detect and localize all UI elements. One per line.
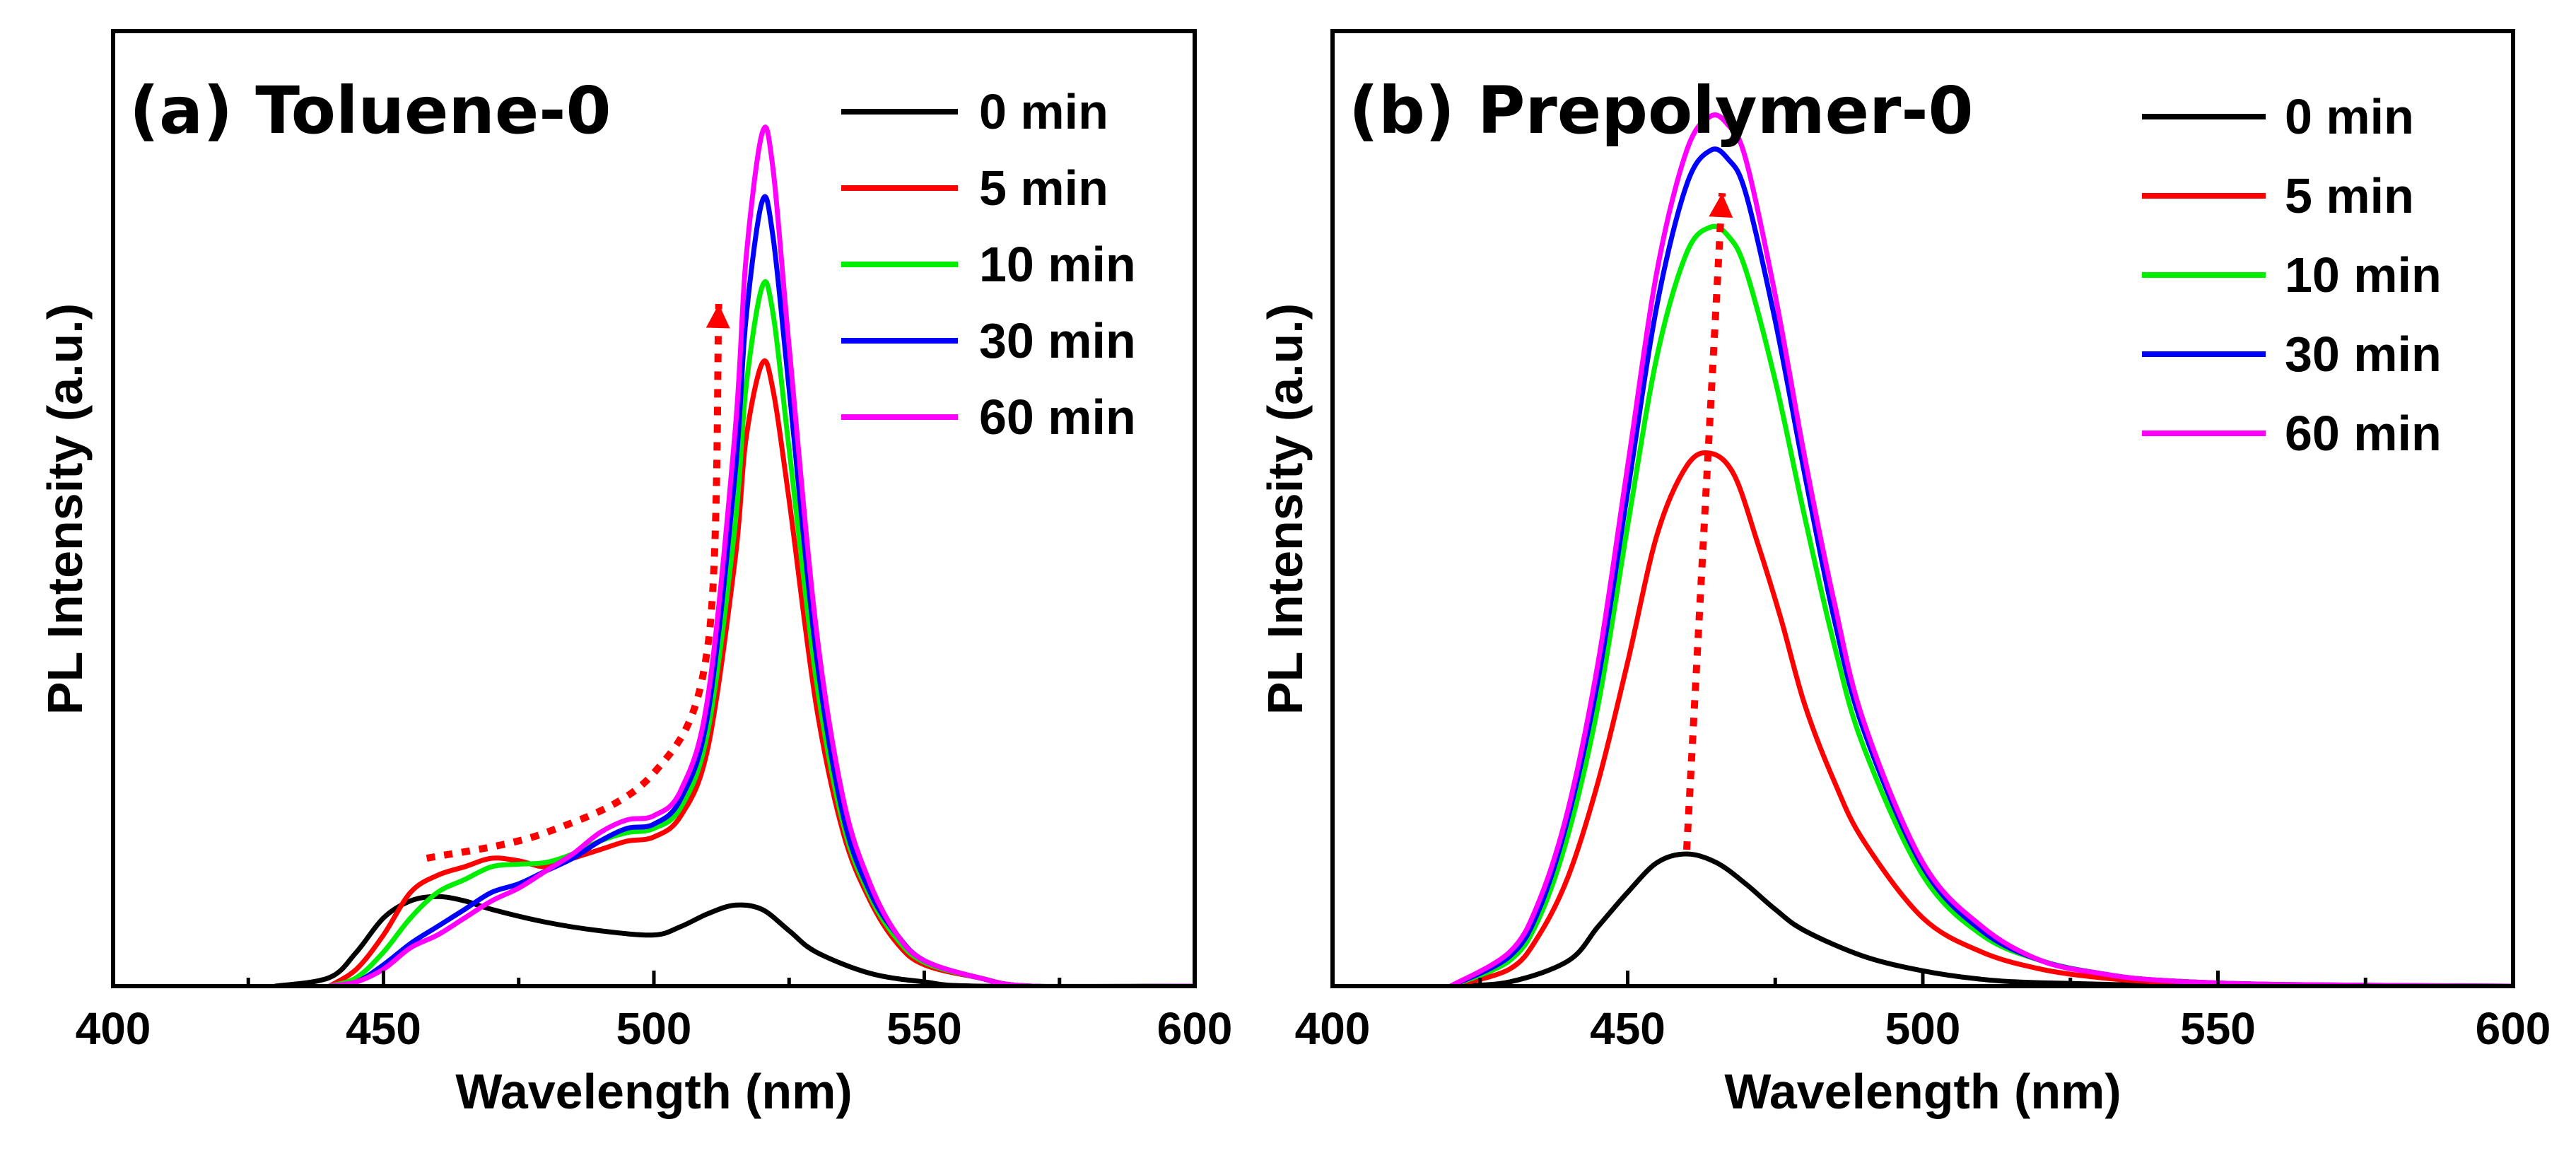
x-tick-label: 400 xyxy=(1295,1003,1371,1054)
x-tick-label: 500 xyxy=(1885,1003,1961,1054)
x-tick-label: 600 xyxy=(2476,1003,2551,1054)
series-line-a-2 xyxy=(327,279,1195,986)
x-tick-label: 450 xyxy=(346,1003,421,1054)
legend-a: 0 min 5 min 10 min 30 min 60 min xyxy=(841,84,1136,445)
x-tick-label: 400 xyxy=(76,1003,151,1054)
legend-label-b-1: 5 min xyxy=(2285,168,2414,223)
x-tick-label: 500 xyxy=(616,1003,692,1054)
series-line-b-1 xyxy=(1448,450,2513,986)
series-line-b-0 xyxy=(1448,851,2513,986)
annotation-group-b xyxy=(1683,192,1733,850)
x-ticks-a: 400 450 500 550 600 xyxy=(76,971,1233,1054)
panel-title-b: (b) Prepolymer-0 xyxy=(1349,73,1974,148)
annotation-arrow-head-b-0 xyxy=(1709,193,1733,218)
x-tick-label: 450 xyxy=(1590,1003,1665,1054)
legend-label-b-4: 60 min xyxy=(2285,406,2442,461)
annotation-arrow-line-b-0 xyxy=(1683,192,1726,850)
annotation-arrow-line-a-0 xyxy=(426,303,722,862)
x-tick-label: 550 xyxy=(886,1003,962,1054)
legend-label-a-2: 10 min xyxy=(979,237,1136,292)
x-ticks-b: 400 450 500 550 600 xyxy=(1295,971,2551,1054)
series-group-a xyxy=(273,124,1195,986)
legend-label-b-2: 10 min xyxy=(2285,247,2442,303)
series-group-b xyxy=(1448,112,2513,986)
y-axis-title-b: PL Intensity (a.u.) xyxy=(1258,303,1313,715)
series-line-a-4 xyxy=(327,124,1195,986)
x-axis-title-b: Wavelength (nm) xyxy=(1724,1064,2121,1119)
legend-label-b-3: 30 min xyxy=(2285,327,2442,382)
legend-label-a-3: 30 min xyxy=(979,313,1136,368)
panel-b: 400 450 500 550 600 (b) Prepolymer-0 Wavelen… xyxy=(1258,29,2551,1119)
x-axis-title-a: Wavelength (nm) xyxy=(455,1064,852,1119)
y-axis-title-a: PL Intensity (a.u.) xyxy=(37,303,93,715)
x-tick-label: 550 xyxy=(2180,1003,2256,1054)
legend-label-a-4: 60 min xyxy=(979,390,1136,445)
annotation-arrow-head-a-0 xyxy=(706,304,730,329)
series-line-a-1 xyxy=(327,358,1195,986)
panel-a: 400 450 500 550 600 (a) Toluene-0 Wavelength… xyxy=(37,29,1233,1119)
annotation-group-a xyxy=(426,303,730,862)
legend-b: 0 min 5 min 10 min 30 min 60 min xyxy=(2142,89,2442,461)
x-tick-label: 600 xyxy=(1157,1003,1233,1054)
series-line-b-4 xyxy=(1448,112,2513,986)
legend-label-b-0: 0 min xyxy=(2285,89,2414,144)
panel-title-a: (a) Toluene-0 xyxy=(129,73,611,148)
legend-label-a-0: 0 min xyxy=(979,84,1108,139)
legend-label-a-1: 5 min xyxy=(979,160,1108,216)
